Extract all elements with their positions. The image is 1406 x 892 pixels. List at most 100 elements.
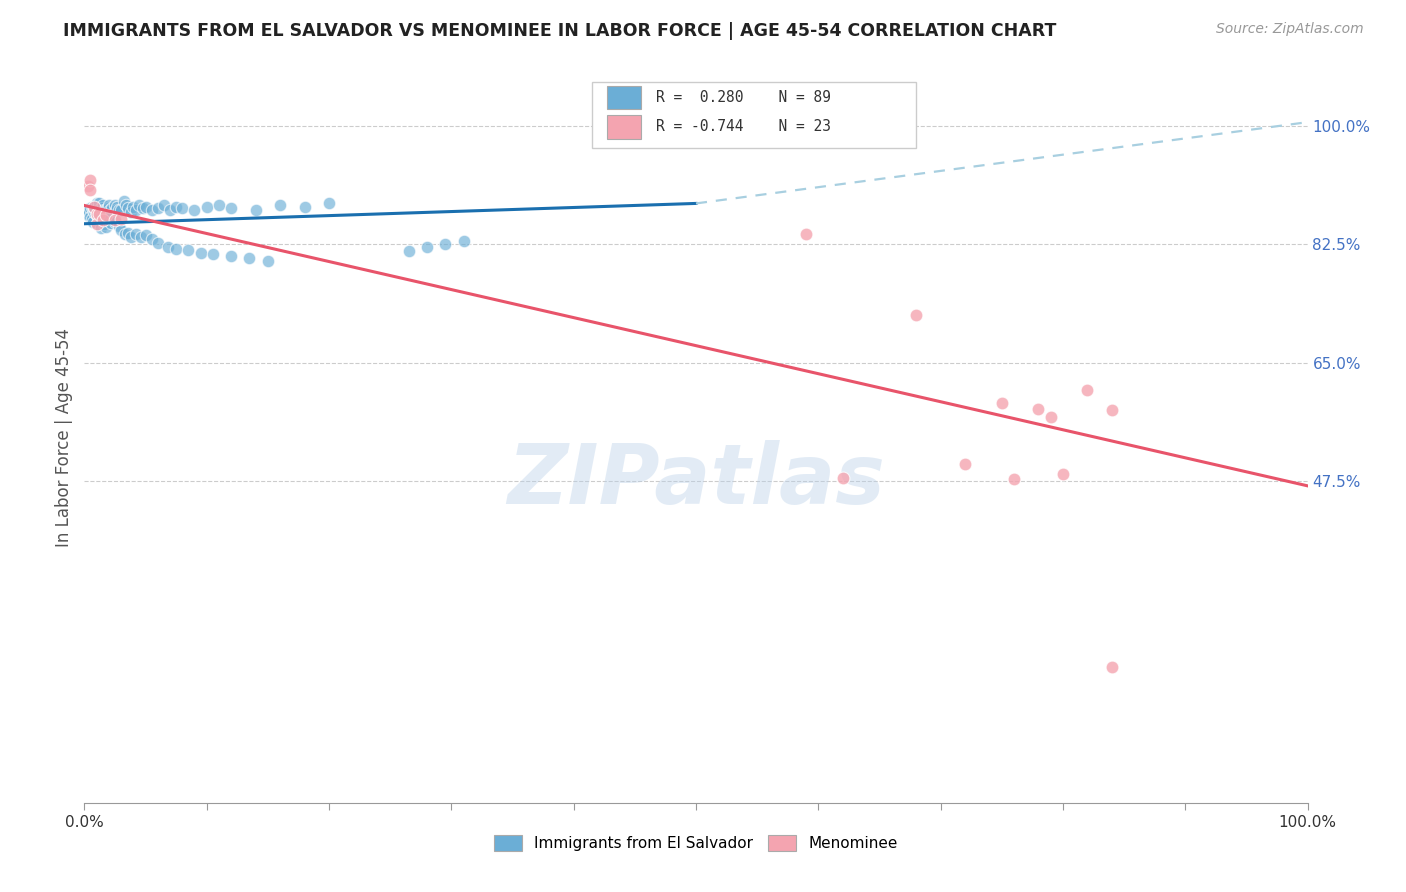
Point xyxy=(1039,409,1062,424)
Point xyxy=(83,205,105,219)
Point xyxy=(156,240,179,254)
Point xyxy=(87,203,110,218)
Point xyxy=(117,201,139,215)
Point xyxy=(79,172,101,186)
Point xyxy=(89,212,111,227)
Point xyxy=(183,203,205,218)
Point xyxy=(91,208,114,222)
Text: Source: ZipAtlas.com: Source: ZipAtlas.com xyxy=(1216,22,1364,37)
Legend: Immigrants from El Salvador, Menominee: Immigrants from El Salvador, Menominee xyxy=(488,830,904,857)
Point xyxy=(96,220,118,235)
Point xyxy=(416,240,439,254)
Point xyxy=(91,198,114,212)
Point xyxy=(190,245,212,260)
Point xyxy=(165,242,187,256)
Point xyxy=(104,198,127,212)
Point xyxy=(86,196,108,211)
Point xyxy=(120,229,142,244)
Point xyxy=(146,201,169,215)
Point xyxy=(245,202,267,217)
Point xyxy=(125,203,148,218)
Point xyxy=(80,200,103,214)
Point xyxy=(1002,472,1025,486)
Point xyxy=(97,198,120,212)
Point xyxy=(398,244,420,258)
Point xyxy=(135,228,157,243)
Point xyxy=(79,183,101,197)
Point xyxy=(98,202,121,217)
Point xyxy=(96,208,118,222)
Point xyxy=(453,234,475,248)
Text: IMMIGRANTS FROM EL SALVADOR VS MENOMINEE IN LABOR FORCE | AGE 45-54 CORRELATION : IMMIGRANTS FROM EL SALVADOR VS MENOMINEE… xyxy=(63,22,1057,40)
Point xyxy=(86,217,108,231)
Point xyxy=(1101,403,1123,417)
Point xyxy=(77,205,100,219)
Point xyxy=(107,203,129,218)
Point xyxy=(82,215,104,229)
Point xyxy=(82,202,104,217)
Point xyxy=(90,221,112,235)
Point xyxy=(110,223,132,237)
Point xyxy=(219,201,242,215)
Y-axis label: In Labor Force | Age 45-54: In Labor Force | Age 45-54 xyxy=(55,327,73,547)
Text: R = -0.744    N = 23: R = -0.744 N = 23 xyxy=(655,120,831,135)
Bar xyxy=(606,86,641,110)
Point xyxy=(77,203,100,218)
Point xyxy=(79,201,101,215)
Point xyxy=(115,198,138,212)
Point xyxy=(89,206,111,220)
Point xyxy=(77,206,100,220)
Point xyxy=(172,201,194,215)
Point xyxy=(86,208,108,222)
Text: ZIPatlas: ZIPatlas xyxy=(508,441,884,522)
Point xyxy=(153,198,176,212)
Point xyxy=(1101,660,1123,674)
Point xyxy=(87,210,110,224)
Point xyxy=(104,213,127,227)
Point xyxy=(177,243,200,257)
Point xyxy=(110,202,132,217)
Point xyxy=(91,213,114,227)
Point xyxy=(105,202,128,217)
Point xyxy=(80,212,103,227)
Point xyxy=(104,215,127,229)
Point xyxy=(125,227,148,241)
Point xyxy=(93,202,115,217)
Point xyxy=(953,457,976,471)
Point xyxy=(112,194,135,209)
Point xyxy=(135,200,157,214)
Point xyxy=(77,208,100,222)
Point xyxy=(132,201,155,215)
Point xyxy=(84,203,107,218)
Point xyxy=(100,208,122,222)
Point xyxy=(97,212,120,227)
Point xyxy=(87,201,110,215)
Point xyxy=(238,251,260,265)
Point xyxy=(294,200,316,214)
Point xyxy=(90,201,112,215)
Text: R =  0.280    N = 89: R = 0.280 N = 89 xyxy=(655,90,831,105)
Point xyxy=(100,216,122,230)
Point xyxy=(794,227,817,241)
Point xyxy=(87,206,110,220)
Point xyxy=(79,210,101,224)
Point xyxy=(159,202,181,217)
Point xyxy=(87,196,110,211)
Point xyxy=(257,254,280,268)
Point xyxy=(195,200,218,214)
Point xyxy=(831,471,853,485)
Point xyxy=(86,206,108,220)
Point xyxy=(120,205,142,219)
Point xyxy=(1052,467,1074,482)
Point xyxy=(97,201,120,215)
Point xyxy=(76,204,98,219)
Bar xyxy=(606,115,641,138)
Point xyxy=(208,198,231,212)
Point xyxy=(114,227,136,241)
Point xyxy=(1028,401,1050,416)
Point xyxy=(93,217,115,231)
Point xyxy=(77,179,100,194)
Point xyxy=(117,226,139,240)
Point xyxy=(905,308,928,322)
Point xyxy=(101,201,124,215)
